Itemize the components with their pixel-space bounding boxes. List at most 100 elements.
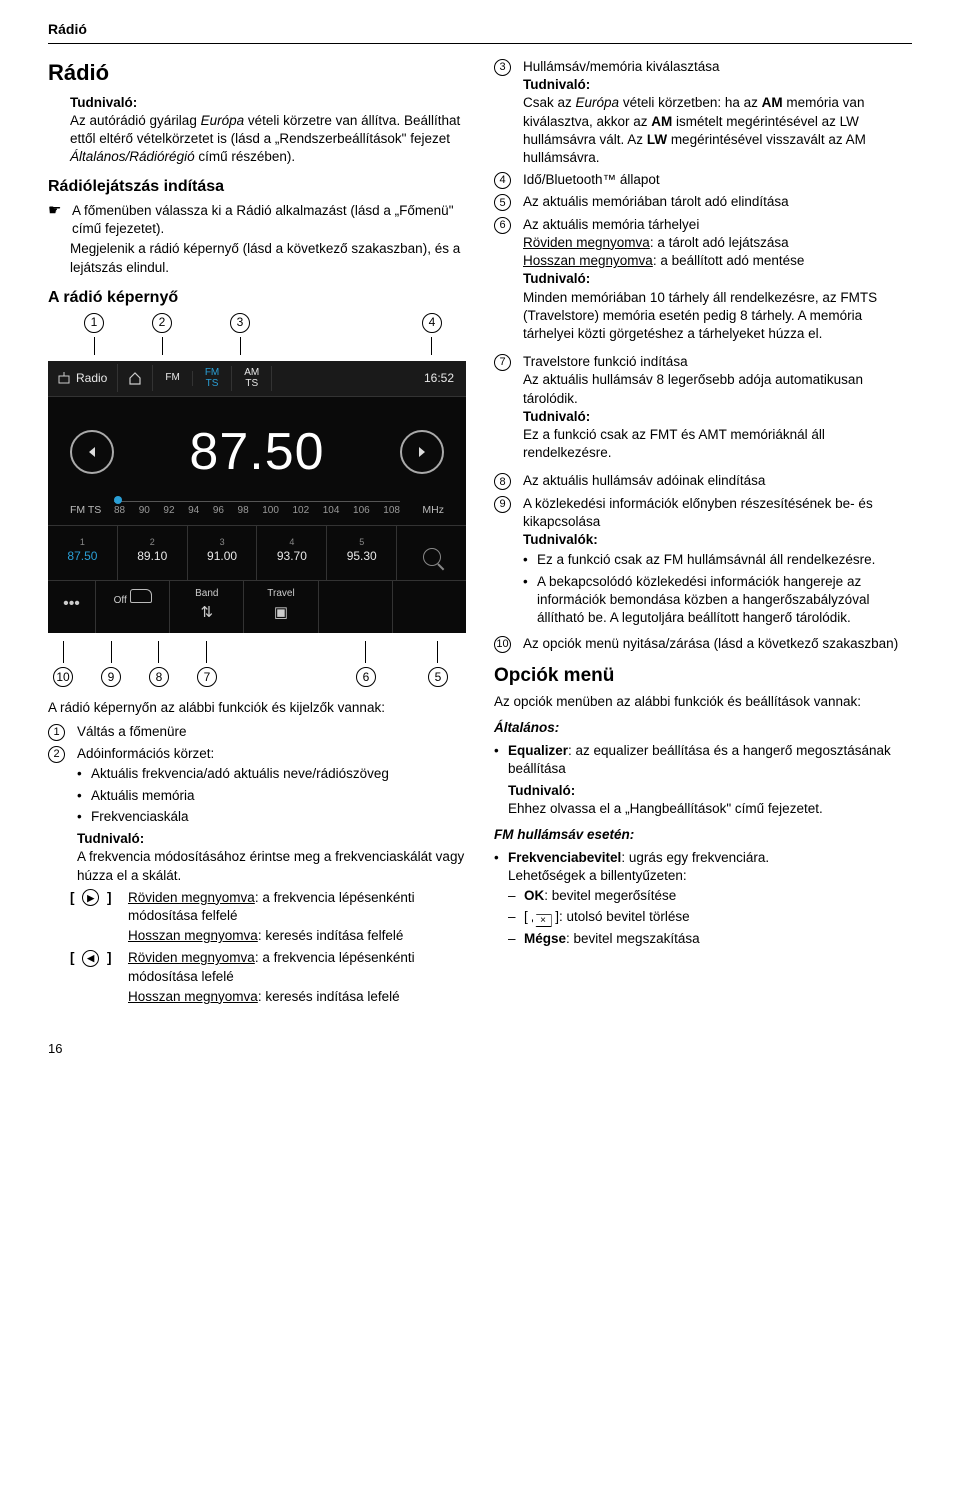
tick: 106 (353, 504, 370, 518)
tick: 88 (114, 504, 125, 518)
h2-radio-screen: A rádió képernyő (48, 287, 466, 309)
bullet: Equalizer: az equalizer beállítása és a … (494, 742, 912, 819)
item-3: 3 Hullámsáv/memória kiválasztása Tudniva… (494, 58, 912, 167)
right-column: 3 Hullámsáv/memória kiválasztása Tudniva… (494, 58, 912, 1008)
callout: 5 (494, 194, 511, 211)
band-top: AM (244, 368, 259, 378)
text: Hullámsáv/memória kiválasztása (523, 58, 912, 76)
pointer-sub: Megjelenik a rádió képernyő (lásd a köve… (48, 240, 466, 276)
topbar-home[interactable] (118, 365, 153, 391)
item-4: 4 Idő/Bluetooth™ állapot (494, 171, 912, 189)
tick: 96 (213, 504, 224, 518)
callout-row-bottom: 10 9 8 7 6 5 (48, 663, 466, 687)
preset-num: 4 (257, 536, 326, 548)
sub: Lehetőségek a billentyűzeten: (508, 867, 912, 885)
band-top: FM (165, 373, 179, 383)
bracket-prev: [ ◀ ] Röviden megnyomva: a frekvencia lé… (48, 949, 466, 985)
travel-icon: ▣ (244, 603, 317, 623)
callout: 8 (494, 473, 511, 490)
band-fmts[interactable]: FM TS (193, 366, 232, 391)
preset-label: 93.70 (277, 549, 307, 563)
item-9: 9 A közlekedési információk előnyben rés… (494, 495, 912, 632)
radio-screenshot: Radio FM FM TS AM TS (48, 361, 466, 633)
text: Idő/Bluetooth™ állapot (523, 171, 912, 189)
sub-general: Általános: (494, 719, 912, 737)
options-button[interactable]: ••• (48, 581, 96, 633)
text: Az opciók menü nyitása/zárása (lásd a kö… (523, 635, 912, 653)
text: Az aktuális memória tárhelyei (523, 216, 912, 234)
b: Frekvenciabevitel (508, 850, 621, 865)
text: A közlekedési információk előnyben része… (523, 495, 912, 531)
tick: 98 (238, 504, 249, 518)
h2-options-menu: Opciók menü (494, 663, 912, 689)
callout: 7 (494, 354, 511, 371)
b: OK (524, 888, 544, 903)
b: Equalizer (508, 743, 568, 758)
preset-label: 91.00 (207, 549, 237, 563)
item-5: 5 Az aktuális memóriában tárolt adó elin… (494, 193, 912, 211)
travel-button[interactable]: Travel ▣ (244, 581, 318, 633)
bracket-next-long: Hosszan megnyomva: keresés indítása felf… (48, 927, 466, 945)
preset-num: 5 (327, 536, 396, 548)
label: Off (114, 595, 127, 606)
bullet: Aktuális memória (77, 787, 466, 805)
scale-bar[interactable]: 88 90 92 94 96 98 100 102 104 106 108 (114, 501, 400, 519)
band-fm[interactable]: FM (153, 371, 192, 386)
label: Travel (267, 588, 294, 599)
callout-7: 7 (197, 667, 217, 687)
scale-ticks: 88 90 92 94 96 98 100 102 104 106 108 (114, 504, 400, 518)
callout-5: 5 (428, 667, 448, 687)
preset-1[interactable]: 1 87.50 (48, 526, 118, 580)
preset-num: 2 (118, 536, 187, 548)
note-label: Tudnivalók: (523, 531, 912, 549)
tick: 92 (163, 504, 174, 518)
tick: 90 (139, 504, 150, 518)
band-top: FM (205, 368, 219, 378)
t: : a beállított adó mentése (653, 253, 805, 268)
t: ]: utolsó bevitel törlése (555, 909, 689, 924)
text: Travelstore funkció indítása (523, 353, 912, 371)
callout: 10 (494, 636, 511, 653)
band-amts[interactable]: AM TS (232, 366, 272, 391)
band-bot: TS (206, 379, 219, 389)
callout-3: 3 (230, 313, 250, 333)
item-2: 2 Adóinformációs körzet: Aktuális frekve… (48, 745, 466, 885)
page-header: Rádió (48, 20, 912, 44)
callout: 6 (494, 217, 511, 234)
car-icon (130, 589, 152, 603)
app-label: Radio (76, 370, 107, 386)
note-body: Ehhez olvassa el a „Hangbeállítások" cím… (508, 800, 912, 818)
preset-label: 87.50 (67, 549, 97, 563)
tick: 94 (188, 504, 199, 518)
band-button[interactable]: Band ⇅ (170, 581, 244, 633)
topbar-app[interactable]: Radio (48, 364, 118, 392)
tick: 100 (262, 504, 279, 518)
preset-5[interactable]: 5 95.30 (327, 526, 397, 580)
preset-search[interactable] (397, 526, 466, 580)
callout-6: 6 (356, 667, 376, 687)
shot-topbar: Radio FM FM TS AM TS (48, 361, 466, 397)
note-body: Minden memóriában 10 tárhely áll rendelk… (523, 289, 912, 344)
scale-area[interactable]: FM TS 88 90 92 94 96 98 100 1 (48, 499, 466, 525)
em: Európa (576, 95, 620, 110)
next-button[interactable] (400, 430, 444, 474)
label: Band (195, 588, 218, 599)
callout-8: 8 (149, 667, 169, 687)
traffic-button[interactable]: Off (96, 581, 170, 633)
prev-button[interactable] (70, 430, 114, 474)
preset-label: 89.10 (137, 549, 167, 563)
item-1: 1 Váltás a főmenüre (48, 723, 466, 741)
preset-num: 3 (188, 536, 257, 548)
options-intro: Az opciók menüben az alábbi funkciók és … (494, 693, 912, 711)
item-8: 8 Az aktuális hullámsáv adóinak elindítá… (494, 472, 912, 490)
tick: 108 (383, 504, 400, 518)
t: Csak az (523, 95, 576, 110)
connectors-bottom (48, 641, 466, 663)
preset-2[interactable]: 2 89.10 (118, 526, 188, 580)
preset-4[interactable]: 4 93.70 (257, 526, 327, 580)
u: Hosszan megnyomva (523, 253, 653, 268)
t: : keresés indítása felfelé (258, 928, 404, 943)
scale-marker[interactable] (114, 496, 122, 504)
preset-3[interactable]: 3 91.00 (188, 526, 258, 580)
b: AM (762, 95, 783, 110)
